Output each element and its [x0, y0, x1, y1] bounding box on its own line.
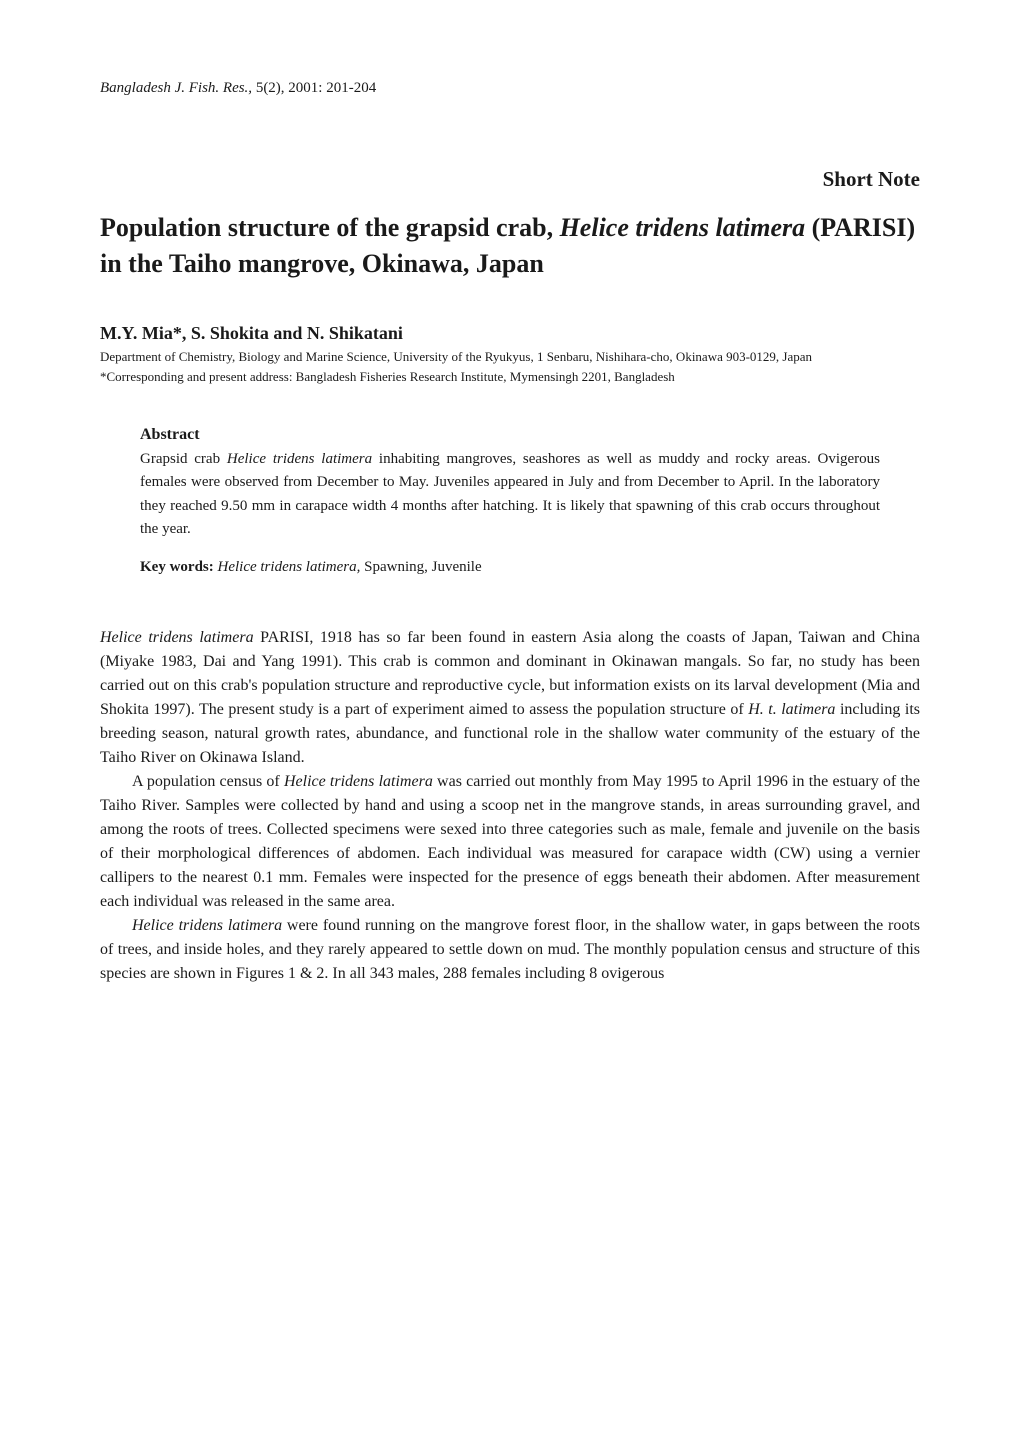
short-note-label: Short Note [100, 167, 920, 192]
abstract-species: Helice tridens latimera [227, 451, 372, 467]
p2-pre: A population census of [132, 773, 284, 790]
journal-details: 5(2), 2001: 201-204 [252, 80, 376, 96]
keywords-label: Key words: [140, 559, 218, 575]
p3-species: Helice tridens latimera [132, 917, 282, 934]
title-pre: Population structure of the grapsid crab… [100, 213, 560, 242]
abstract-text: Grapsid crab Helice tridens latimera inh… [140, 448, 880, 541]
p1-species1: Helice tridens latimera [100, 629, 254, 646]
affiliation: Department of Chemistry, Biology and Mar… [100, 348, 920, 366]
journal-reference: Bangladesh J. Fish. Res., 5(2), 2001: 20… [100, 80, 920, 97]
correspondence: *Corresponding and present address: Bang… [100, 368, 920, 386]
keywords-rest: Spawning, Juvenile [360, 559, 481, 575]
keywords: Key words: Helice tridens latimera, Spaw… [140, 559, 880, 576]
authors-line: M.Y. Mia*, S. Shokita and N. Shikatani [100, 323, 920, 344]
p2-species: Helice tridens latimera [284, 773, 433, 790]
paper-title: Population structure of the grapsid crab… [100, 210, 920, 283]
abstract-heading: Abstract [140, 426, 880, 444]
p1-species2: H. t. latimera [748, 701, 835, 718]
paragraph-1: Helice tridens latimera PARISI, 1918 has… [100, 626, 920, 770]
paragraph-2: A population census of Helice tridens la… [100, 770, 920, 914]
journal-name: Bangladesh J. Fish. Res., [100, 80, 252, 96]
keywords-species: Helice tridens latimera, [218, 559, 361, 575]
p2-post: was carried out monthly from May 1995 to… [100, 773, 920, 910]
paragraph-3: Helice tridens latimera were found runni… [100, 914, 920, 986]
body-text: Helice tridens latimera PARISI, 1918 has… [100, 626, 920, 986]
title-species: Helice tridens latimera [560, 213, 806, 242]
abstract-pre: Grapsid crab [140, 451, 227, 467]
abstract-section: Abstract Grapsid crab Helice tridens lat… [100, 426, 920, 576]
